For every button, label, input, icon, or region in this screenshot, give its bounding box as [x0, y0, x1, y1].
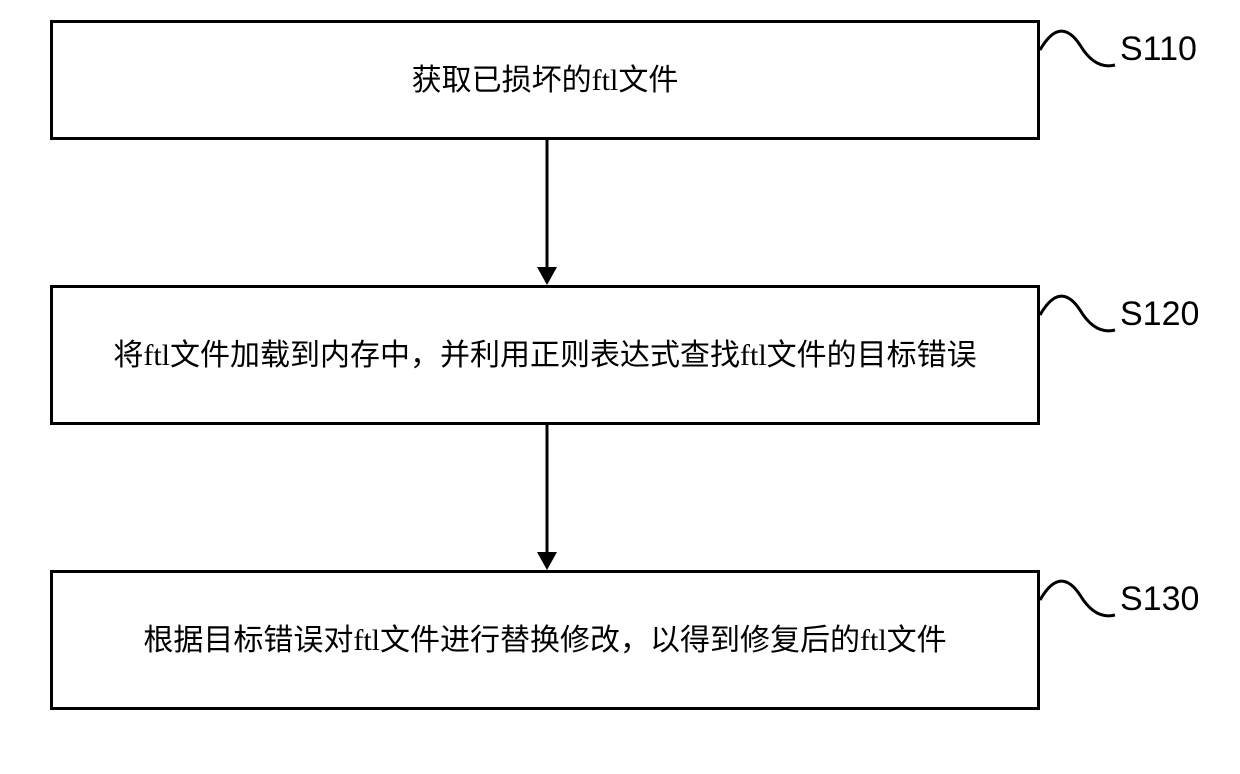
flowchart-step-1: 获取已损坏的ftl文件	[50, 20, 1040, 140]
flowchart-container: 获取已损坏的ftl文件 S110 将ftl文件加载到内存中，并利用正则表达式查找…	[0, 0, 1240, 774]
wave-connector-1	[1040, 20, 1120, 90]
wave-connector-2	[1040, 285, 1120, 355]
step-1-label: S110	[1120, 30, 1197, 69]
step-3-label: S130	[1120, 580, 1199, 619]
flowchart-step-2: 将ftl文件加载到内存中，并利用正则表达式查找ftl文件的目标错误	[50, 285, 1040, 425]
flowchart-step-3: 根据目标错误对ftl文件进行替换修改，以得到修复后的ftl文件	[50, 570, 1040, 710]
step-3-text: 根据目标错误对ftl文件进行替换修改，以得到修复后的ftl文件	[143, 618, 946, 663]
step-2-text: 将ftl文件加载到内存中，并利用正则表达式查找ftl文件的目标错误	[113, 333, 976, 378]
step-1-text: 获取已损坏的ftl文件	[412, 58, 679, 103]
wave-connector-3	[1040, 570, 1120, 640]
step-2-label: S120	[1120, 295, 1199, 334]
